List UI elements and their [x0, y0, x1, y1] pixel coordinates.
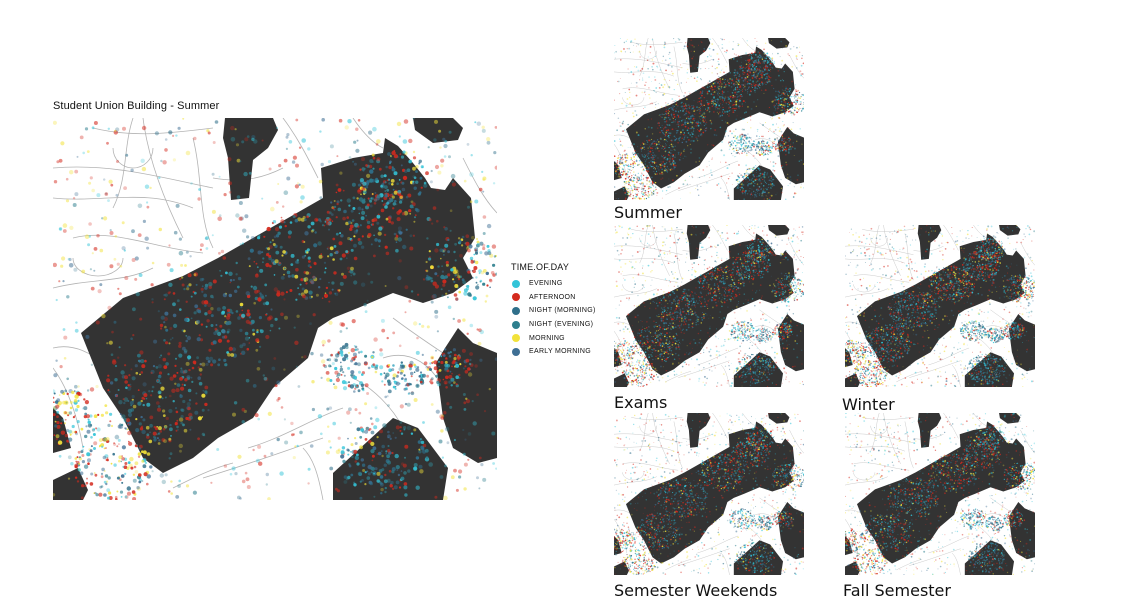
- legend-item-early-morning: EARLY MORNING: [511, 345, 596, 359]
- thumbnail-canvas: [614, 413, 804, 575]
- time-of-day-legend: TIME.OF.DAY EVENING AFTERNOON NIGHT (MOR…: [511, 262, 596, 359]
- thumbnail-map-exams[interactable]: [614, 225, 804, 387]
- legend-swatch: [512, 279, 520, 288]
- legend-label: EVENING: [529, 280, 563, 288]
- legend-item-night-morning: NIGHT (MORNING): [511, 304, 596, 318]
- legend-label: MORNING: [529, 334, 565, 342]
- legend-item-night-evening: NIGHT (EVENING): [511, 318, 596, 332]
- thumbnail-canvas: [614, 225, 804, 387]
- legend-item-afternoon: AFTERNOON: [511, 291, 596, 305]
- main-map-canvas: [53, 118, 497, 500]
- legend-label: NIGHT (EVENING): [529, 321, 594, 329]
- legend-item-evening: EVENING: [511, 277, 596, 291]
- legend-label: EARLY MORNING: [529, 348, 591, 356]
- thumbnail-label-exams: Exams: [614, 393, 668, 412]
- legend-swatch: [512, 320, 520, 329]
- legend-swatch: [512, 334, 520, 343]
- thumbnail-label-winter: Winter: [842, 395, 895, 414]
- legend-swatch: [512, 293, 520, 302]
- thumbnail-canvas: [845, 413, 1035, 575]
- thumbnail-map-semester-weekends[interactable]: [614, 413, 804, 575]
- main-map-title: Student Union Building - Summer: [53, 100, 220, 112]
- thumbnail-canvas: [614, 38, 804, 200]
- thumbnail-label-fall-semester: Fall Semester: [843, 581, 951, 600]
- thumbnail-map-fall-semester[interactable]: [845, 413, 1035, 575]
- thumbnail-canvas: [845, 225, 1035, 387]
- legend-label: NIGHT (MORNING): [529, 307, 596, 315]
- legend-item-morning: MORNING: [511, 331, 596, 345]
- main-density-map[interactable]: [53, 118, 497, 500]
- legend-swatch: [512, 347, 520, 356]
- thumbnail-map-winter[interactable]: [845, 225, 1035, 387]
- legend-label: AFTERNOON: [529, 293, 576, 301]
- legend-title: TIME.OF.DAY: [511, 262, 570, 272]
- legend-swatch: [512, 306, 520, 315]
- thumbnail-label-semester-weekends: Semester Weekends: [614, 581, 778, 600]
- thumbnail-map-summer[interactable]: [614, 38, 804, 200]
- thumbnail-label-summer: Summer: [614, 203, 682, 222]
